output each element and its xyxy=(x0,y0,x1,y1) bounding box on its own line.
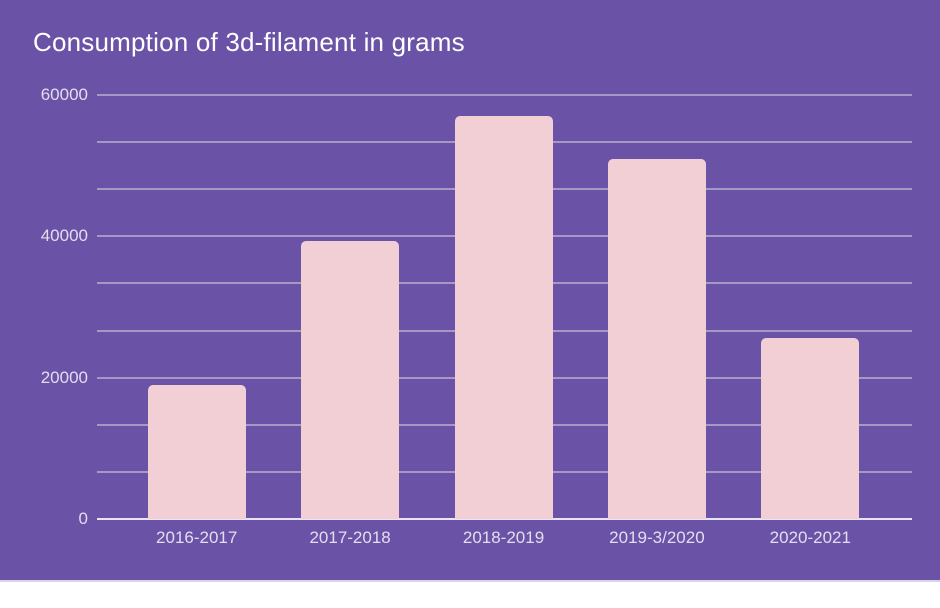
bar-2020-2021 xyxy=(761,338,860,519)
y-axis-tick-label: 40000 xyxy=(40,226,88,246)
bar-2019-3/2020 xyxy=(607,158,706,519)
footer-strip xyxy=(0,580,940,608)
bar-2016-2017 xyxy=(147,385,246,519)
chart-canvas: Consumption of 3d-filament in grams 0 200… xyxy=(0,0,940,580)
plot-area xyxy=(97,94,912,520)
y-axis-tick-label: 20000 xyxy=(40,367,88,387)
x-axis-tick-label: 2018-2019 xyxy=(462,528,545,547)
gridline xyxy=(97,94,912,97)
bar-2018-2019 xyxy=(454,116,553,519)
x-axis-labels: 2016-2017 2017-2018 2018-2019 2019-3/2020 20… xyxy=(120,528,887,548)
x-axis-tick-label: 2017-2018 xyxy=(309,528,391,547)
x-axis-tick-label: 2020-2021 xyxy=(769,528,851,547)
bar-slot xyxy=(273,95,426,519)
x-axis-tick-label: 2016-2017 xyxy=(156,528,238,547)
bar-slot xyxy=(120,95,273,519)
bar-slot xyxy=(734,95,887,519)
x-axis-tick-label: 2019-3/2020 xyxy=(609,528,705,547)
y-axis-tick-label: 0 xyxy=(78,509,88,528)
bar-slot xyxy=(580,95,733,519)
y-axis-labels: 0 20000 40000 60000 xyxy=(0,85,88,528)
bar-2017-2018 xyxy=(301,241,400,519)
y-axis-tick-label: 60000 xyxy=(40,85,88,104)
bars-layer xyxy=(120,95,887,519)
bar-slot xyxy=(427,95,580,519)
x-axis-line xyxy=(97,518,912,520)
chart-title: Consumption of 3d-filament in grams xyxy=(33,27,465,57)
